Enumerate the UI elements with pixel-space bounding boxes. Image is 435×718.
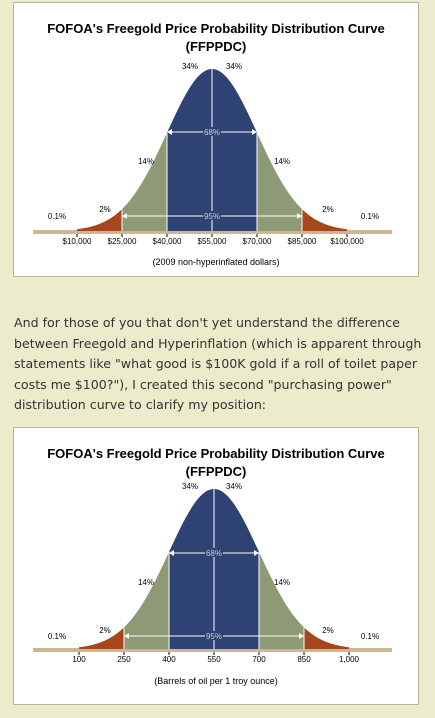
region-label-tail-left: 2%	[99, 626, 111, 635]
x-tick-label: 100	[72, 655, 86, 664]
outer-span-label-bg	[205, 631, 223, 640]
inner-span-arrowhead-right	[252, 129, 257, 135]
band-right-area	[259, 551, 304, 649]
region-label-core-left: 34%	[182, 482, 198, 491]
inner-span-arrowhead-left	[169, 550, 174, 556]
x-axis-label: (Barrels of oil per 1 troy ounce)	[154, 676, 278, 686]
x-tick-label: 700	[252, 655, 266, 664]
x-tick-label: 400	[162, 655, 176, 664]
x-tick-label: 550	[207, 655, 221, 664]
chart-title: FOFOA's Freegold Price Probability Distr…	[47, 446, 385, 461]
outer-span-arrowhead-left	[122, 213, 127, 219]
outer-span-label: 95%	[204, 212, 220, 221]
x-tick-label: $40,000	[153, 237, 182, 246]
outer-span-arrowhead-left	[124, 633, 129, 639]
region-label-band-left: 14%	[138, 157, 154, 166]
outer-span-label-bg	[203, 211, 221, 220]
x-tick-label: 1,000	[339, 655, 360, 664]
baseline-bar	[33, 648, 392, 652]
chart-subtitle: (FFPPDC)	[185, 464, 247, 479]
region-label-band-right: 14%	[274, 157, 290, 166]
x-tick-label: $85,000	[288, 237, 317, 246]
outer-span-arrowhead-right	[297, 213, 302, 219]
outer-span-arrowhead-right	[299, 633, 304, 639]
x-tick-label: $25,000	[108, 237, 137, 246]
distribution-chart-dollars: FOFOA's Freegold Price Probability Distr…	[13, 2, 419, 277]
region-label-core-left: 34%	[182, 62, 198, 71]
region-label-outer-right: 0.1%	[361, 632, 379, 641]
band-left-area	[124, 551, 169, 649]
x-tick-label: $10,000	[63, 237, 92, 246]
chart-title: FOFOA's Freegold Price Probability Distr…	[47, 21, 385, 36]
region-label-outer-left: 0.1%	[48, 632, 66, 641]
inner-span-label-bg	[205, 548, 223, 557]
baseline-bar	[33, 230, 392, 234]
inner-span-label: 68%	[204, 128, 220, 137]
x-axis-label: (2009 non-hyperinflated dollars)	[152, 257, 280, 267]
inner-span-arrowhead-right	[254, 550, 259, 556]
region-label-tail-right: 2%	[322, 205, 334, 214]
chart-plot: 68% 95% 0.1% 2% 14% 34% 34% 14% 2% 0.1% $10,000 $25…	[33, 62, 392, 246]
inner-span-label-bg	[203, 127, 221, 136]
region-label-core-right: 34%	[226, 482, 242, 491]
tail-left-area	[77, 209, 122, 231]
tail-right-area	[304, 627, 349, 649]
region-label-outer-left: 0.1%	[48, 212, 66, 221]
inner-span-arrowhead-left	[167, 129, 172, 135]
region-label-band-left: 14%	[138, 578, 154, 587]
band-left-area	[122, 132, 167, 231]
x-tick-label: $70,000	[243, 237, 272, 246]
x-tick-label: 250	[117, 655, 131, 664]
tail-right-area	[302, 209, 347, 231]
x-tick-label: $100,000	[330, 237, 364, 246]
body-paragraph: And for those of you that don't yet unde…	[14, 315, 422, 412]
chart-subtitle: (FFPPDC)	[185, 39, 247, 54]
region-label-outer-right: 0.1%	[361, 212, 379, 221]
tail-left-area	[79, 627, 124, 649]
inner-span-label: 68%	[206, 549, 222, 558]
region-label-band-right: 14%	[274, 578, 290, 587]
x-tick-label: $55,000	[198, 237, 227, 246]
outer-span-label: 95%	[206, 632, 222, 641]
x-tick-label: 850	[297, 655, 311, 664]
band-right-area	[257, 132, 302, 231]
region-label-core-right: 34%	[226, 62, 242, 71]
distribution-chart-oil: FOFOA's Freegold Price Probability Distr…	[13, 427, 419, 705]
chart-plot: 68% 95% 0.1% 2% 14% 34% 34% 14% 2% 0.1% 100 250 400 5…	[33, 482, 392, 664]
region-label-tail-right: 2%	[322, 626, 334, 635]
region-label-tail-left: 2%	[99, 205, 111, 214]
